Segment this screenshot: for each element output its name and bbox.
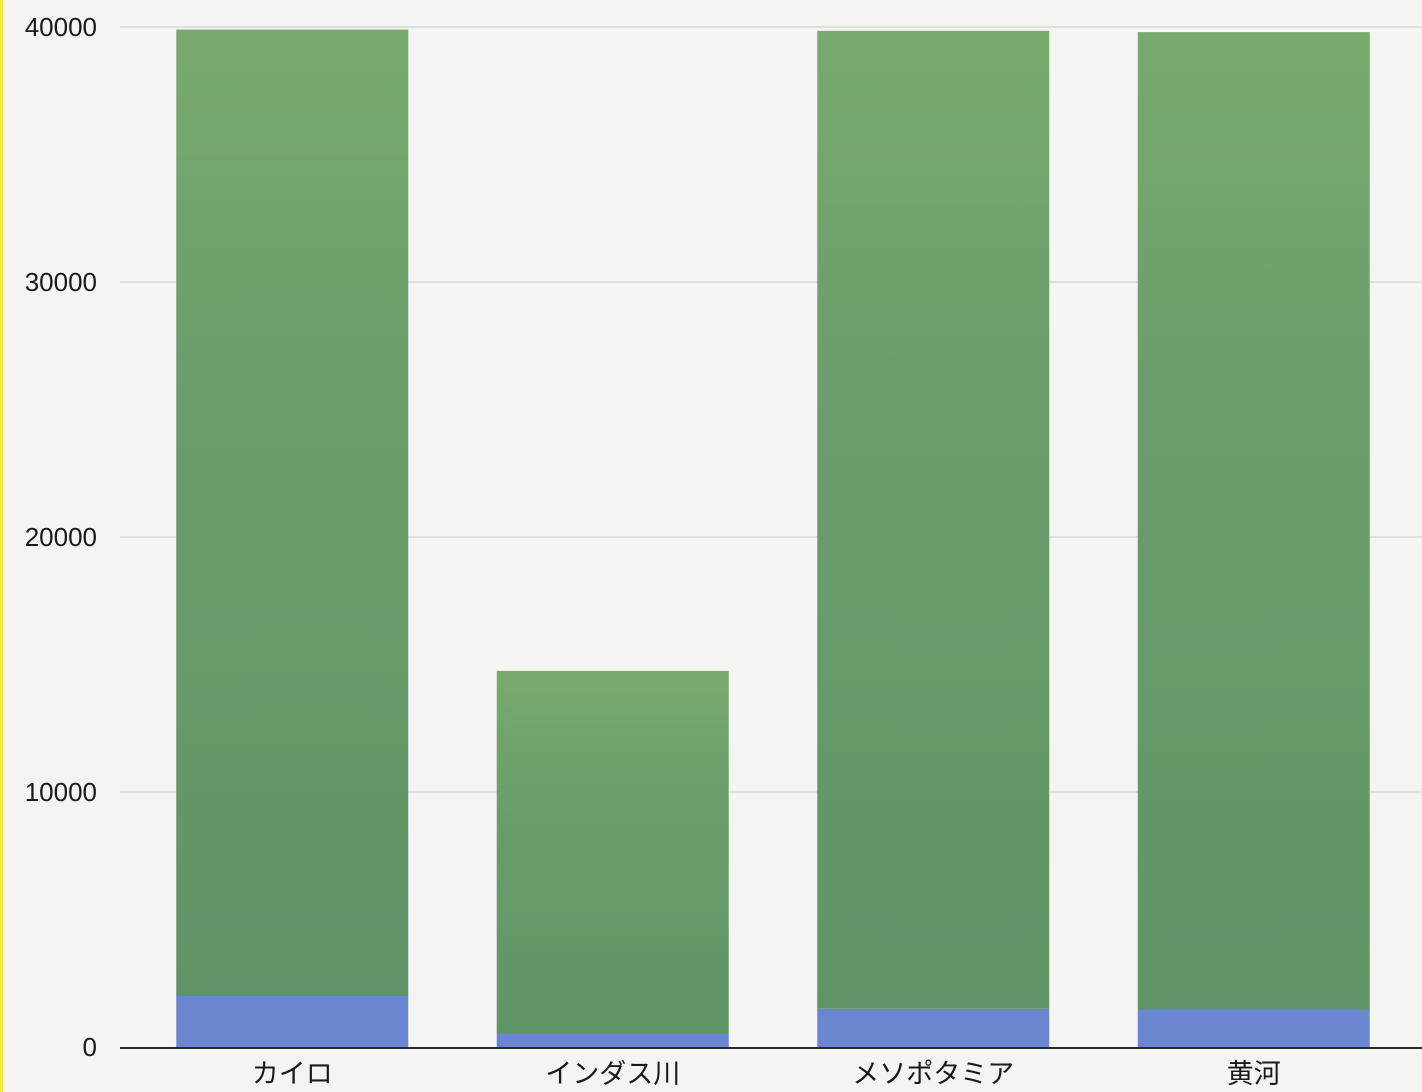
bar-segment (1137, 32, 1370, 1011)
y-tick-label: 40000 (25, 12, 97, 42)
x-tick-label: 黄河 (1227, 1059, 1281, 1090)
y-tick-label: 30000 (25, 267, 97, 297)
y-tick-label: 10000 (25, 777, 97, 807)
bar-segment (817, 1008, 1050, 1047)
bar-segment (817, 30, 1050, 1009)
bar-segment (496, 1032, 729, 1047)
bar-segment (496, 670, 729, 1033)
y-tick-label: 0 (83, 1032, 97, 1062)
bars (176, 29, 1370, 1047)
x-tick-label: インダス川 (545, 1059, 680, 1090)
left-edge-strip (0, 0, 3, 1092)
x-tick-label: カイロ (252, 1059, 333, 1090)
y-tick-label: 20000 (25, 522, 97, 552)
bar-segment (1137, 1010, 1370, 1047)
bar-segment (176, 29, 409, 997)
x-tick-label: メソポタミア (852, 1059, 1014, 1090)
labels: 0 10000 20000 30000 40000 カイロ インダス川 メソポタミア 黄河 (25, 12, 1281, 1090)
bar-segment (176, 996, 409, 1047)
